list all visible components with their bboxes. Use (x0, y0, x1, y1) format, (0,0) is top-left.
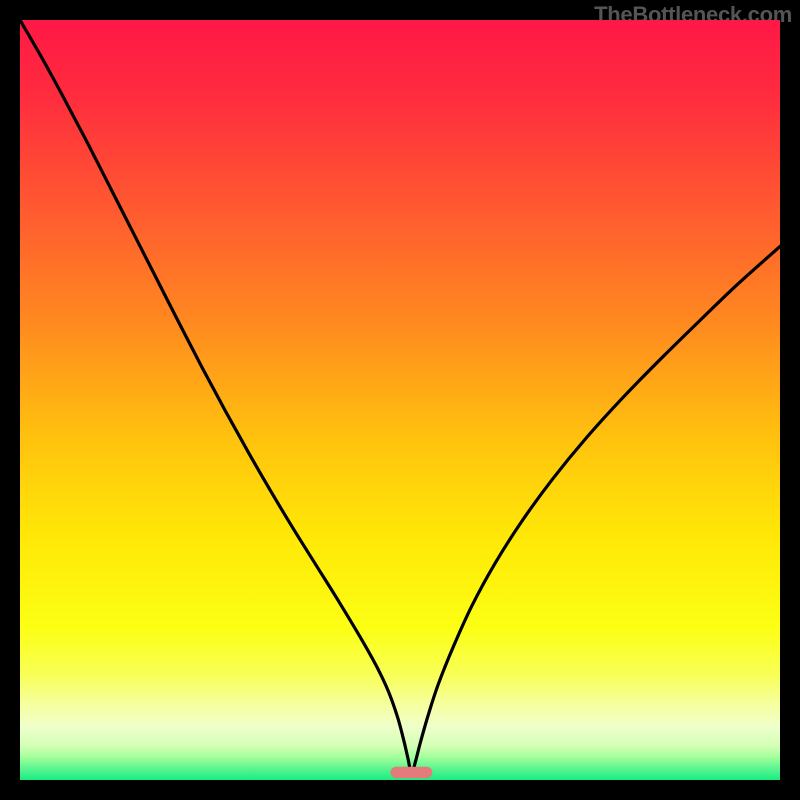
chart-container: TheBottleneck.com (0, 0, 800, 800)
plot-area (20, 20, 780, 780)
gradient-background (20, 20, 780, 780)
minimum-marker (391, 767, 433, 778)
